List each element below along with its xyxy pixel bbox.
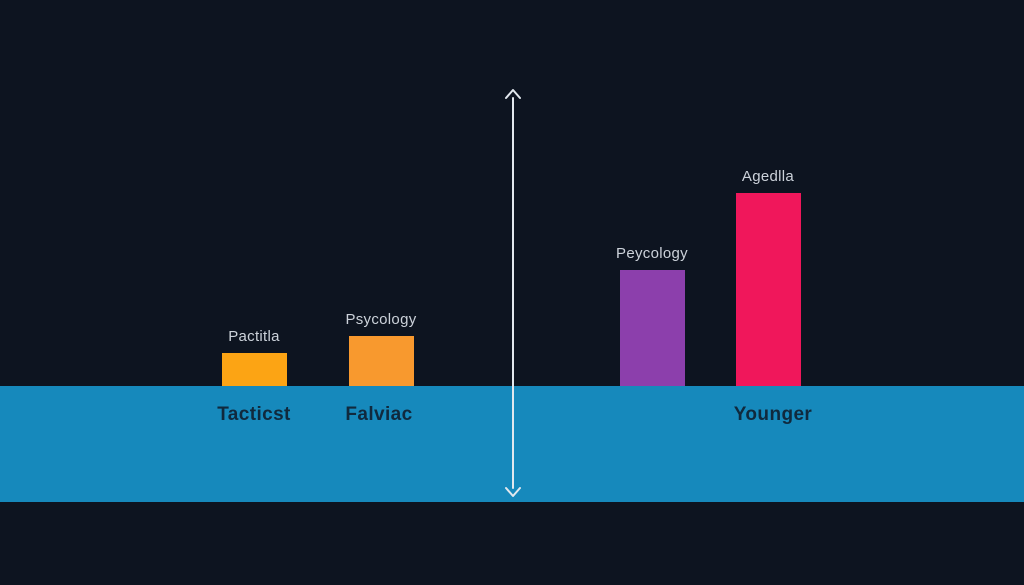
band-label-falviac: Falviac (345, 404, 413, 425)
bar-psycology (349, 336, 414, 386)
bar-peycology (620, 270, 685, 386)
band-label-tacticst: Tacticst (217, 404, 291, 425)
bar-top-label-agedlla: Agedlla (741, 168, 795, 185)
vertical-double-arrow-icon (505, 89, 521, 497)
bar-pactitla (222, 353, 287, 386)
bar-agedlla (736, 193, 801, 386)
band-label-younger: Younger (733, 404, 813, 425)
bar-top-label-peycology: Peycology (616, 245, 688, 262)
bar-top-label-pactitla: Pactitla (228, 328, 280, 345)
bar-top-label-psycology: Psycology (345, 311, 417, 328)
